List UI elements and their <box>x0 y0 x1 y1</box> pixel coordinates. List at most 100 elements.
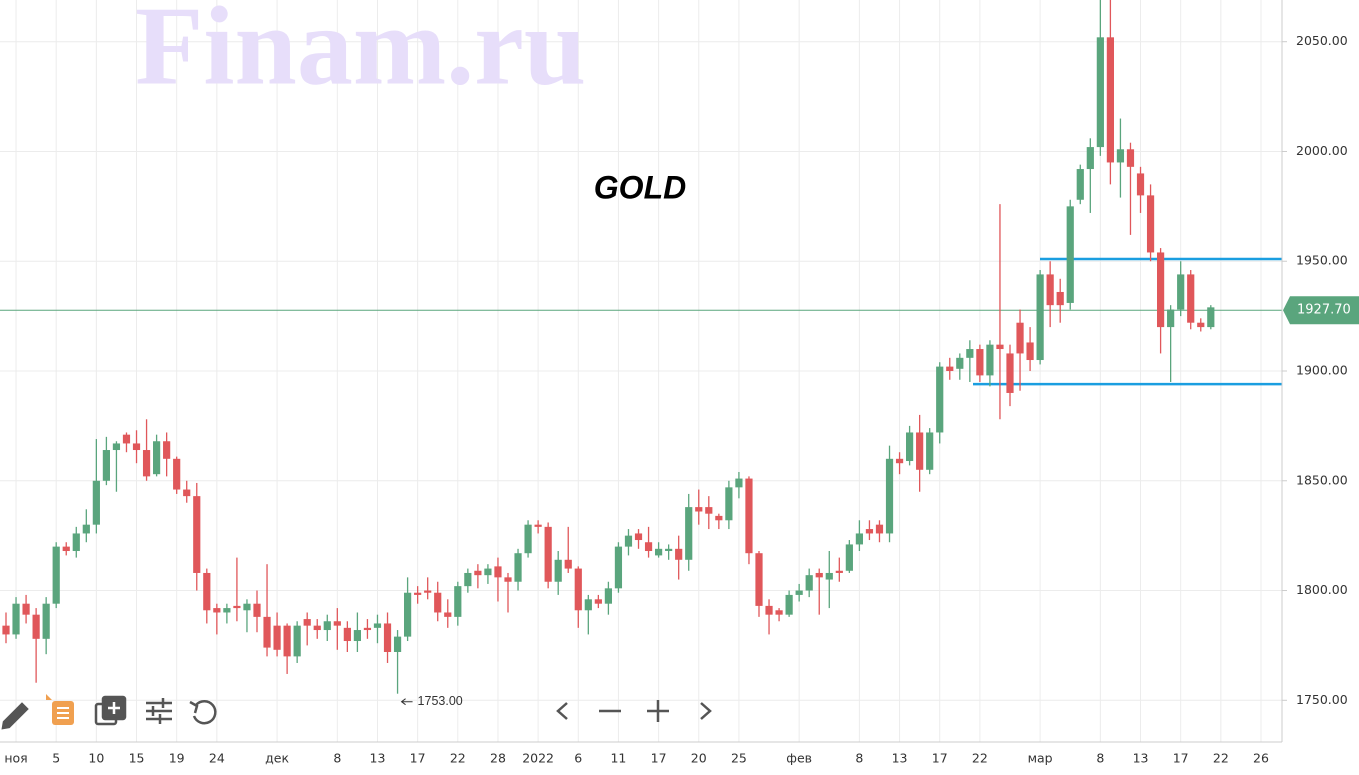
candle-body <box>715 515 723 521</box>
x-tick-label: 19 <box>169 751 185 766</box>
candle-body <box>1096 37 1104 148</box>
candle-body <box>825 572 833 580</box>
scroll-right[interactable] <box>700 702 712 720</box>
candle-body <box>1066 206 1074 303</box>
candle-body <box>1006 353 1014 393</box>
candle-body <box>142 450 151 477</box>
candle-body <box>62 546 70 552</box>
annotation-arrow <box>400 698 413 706</box>
candle-body <box>865 529 874 534</box>
last-price-label: 1927.70 <box>1297 303 1351 318</box>
candle-body <box>1046 274 1054 306</box>
candle-body <box>725 487 733 521</box>
x-tick-label: 15 <box>129 751 145 766</box>
x-tick-label: 10 <box>88 751 104 766</box>
candle-body <box>494 566 502 578</box>
x-tick-label: 17 <box>651 751 667 766</box>
draw-tool[interactable] <box>1 702 29 730</box>
annotation-label: 1753.00 <box>418 694 463 708</box>
candle-body <box>303 619 311 626</box>
candle-body <box>554 559 562 582</box>
candle-body <box>22 603 30 615</box>
candle-body <box>936 366 944 433</box>
candle-body <box>153 441 161 475</box>
x-tick-label: 26 <box>1253 751 1269 766</box>
candle-body <box>986 344 994 376</box>
x-tick-label: фев <box>786 751 812 766</box>
candle-body <box>313 625 321 631</box>
x-tick-label: 22 <box>972 751 988 766</box>
candle-body <box>333 621 341 626</box>
candle-body <box>795 590 803 595</box>
candle-body <box>665 548 673 552</box>
candle-body <box>1197 322 1205 328</box>
x-tick-label: 25 <box>731 751 747 766</box>
x-tick-label: 13 <box>1133 751 1149 766</box>
candle-body <box>1056 291 1064 306</box>
list-tool[interactable] <box>46 694 74 725</box>
x-tick-label: 6 <box>574 751 582 766</box>
candle-body <box>604 588 612 604</box>
candle-body <box>755 553 763 606</box>
zoom-in[interactable] <box>647 700 669 722</box>
candle-body <box>1157 252 1165 328</box>
candle-body <box>414 592 422 595</box>
x-tick-label: 17 <box>1173 751 1189 766</box>
candle-body <box>895 458 904 464</box>
candle-body <box>634 533 643 541</box>
candle-body <box>404 592 412 637</box>
candle-body <box>434 592 442 613</box>
candle-body <box>655 548 663 556</box>
candle-body <box>1207 307 1215 328</box>
candle-body <box>1026 342 1034 361</box>
candle-body <box>393 636 402 652</box>
candle-body <box>885 458 894 534</box>
candle-body <box>72 533 80 552</box>
candle-body <box>614 546 623 589</box>
candle-body <box>263 616 271 648</box>
candle-body <box>132 443 141 451</box>
candle-body <box>785 594 793 615</box>
candle-body <box>966 349 974 358</box>
x-tick-label: 24 <box>209 751 225 766</box>
candle-body <box>464 572 472 587</box>
candle-body <box>815 572 823 578</box>
candle-body <box>484 568 492 576</box>
candle-body <box>534 524 542 527</box>
scroll-left[interactable] <box>556 702 568 720</box>
candle-body <box>926 432 934 470</box>
candle-body <box>102 450 110 481</box>
candle-body <box>564 559 572 569</box>
y-tick-label: 1750.00 <box>1296 692 1348 707</box>
candle-body <box>383 623 392 652</box>
x-tick-label: 17 <box>932 751 948 766</box>
candle-body <box>1126 149 1135 167</box>
candle-body <box>745 478 753 554</box>
candle-body <box>805 575 813 591</box>
candle-body <box>544 526 552 582</box>
reset[interactable] <box>189 700 217 725</box>
x-tick-label: 11 <box>610 751 626 766</box>
candle-body <box>695 507 703 512</box>
candle-body <box>42 603 50 639</box>
y-tick-label: 2050.00 <box>1296 33 1348 48</box>
candle-body <box>685 507 693 560</box>
candle-body <box>574 568 582 611</box>
add-indicator[interactable] <box>94 695 127 726</box>
candle-body <box>283 625 291 657</box>
x-tick-label: 13 <box>892 751 908 766</box>
settings[interactable] <box>146 698 172 724</box>
candle-body <box>454 586 462 617</box>
candle-body <box>223 608 231 613</box>
candle-body <box>835 570 843 573</box>
x-tick-label: мар <box>1028 751 1053 766</box>
candle-body <box>1106 37 1114 163</box>
candle-body <box>213 608 221 613</box>
candle-body <box>1136 173 1145 196</box>
candle-body <box>424 590 432 593</box>
x-tick-label: ноя <box>4 751 27 766</box>
candle-body <box>524 524 532 554</box>
y-tick-label: 1800.00 <box>1296 582 1348 597</box>
candle-body <box>1076 169 1084 200</box>
